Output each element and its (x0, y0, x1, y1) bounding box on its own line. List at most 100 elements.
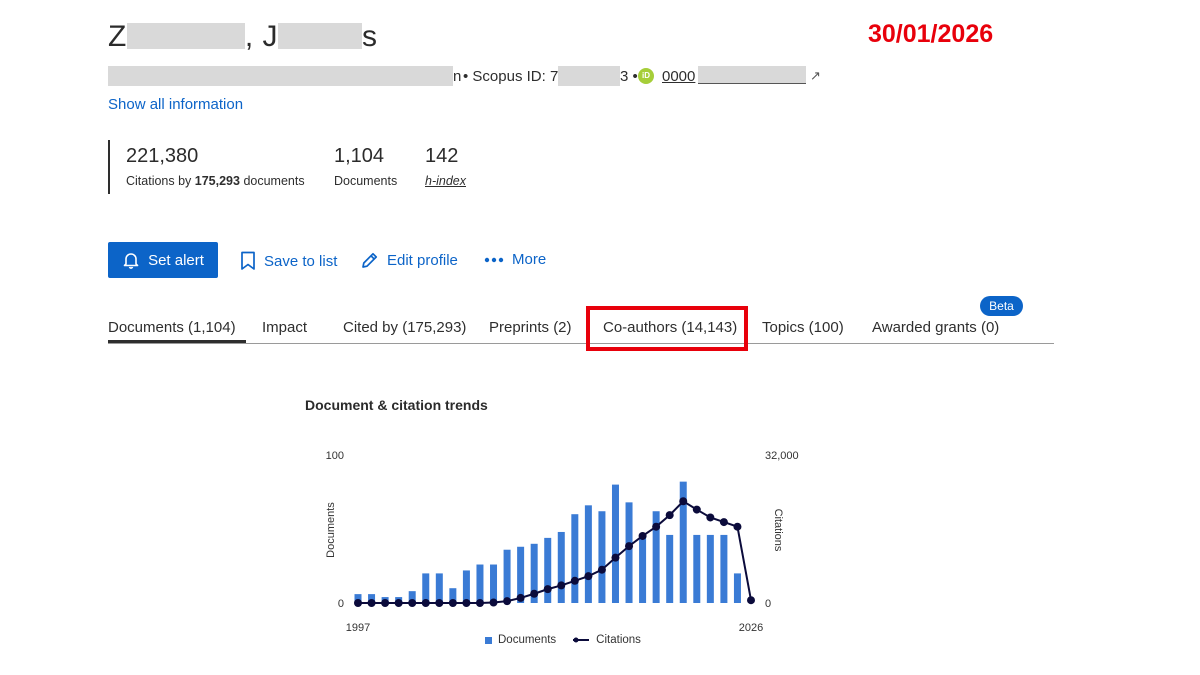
date-stamp: 30/01/2026 (868, 20, 994, 48)
citations-point-2001 (408, 599, 417, 607)
more-dots-icon (484, 257, 504, 262)
chart-title: Document & citation trends (305, 397, 488, 413)
citations-point-2021 (679, 497, 688, 506)
beta-badge: Beta (980, 296, 1023, 316)
citations-point-2013 (570, 576, 579, 585)
author-name-end: s (362, 20, 378, 53)
right-axis-top-tick: 32,000 (765, 450, 799, 462)
citations-point-2025 (733, 522, 742, 531)
citations-point-2003 (435, 599, 444, 607)
redacted-affiliation (108, 66, 453, 86)
author-meta-line: n • Scopus ID: 7 3 • iD 0000 ↗ (108, 66, 828, 86)
documents-bar-2012 (557, 531, 565, 603)
documents-bars (354, 481, 741, 603)
citations-point-2026 (747, 596, 755, 605)
documents-bar-2023 (706, 534, 714, 603)
right-axis-bottom-tick: 0 (765, 598, 771, 610)
documents-bar-2015 (598, 511, 606, 603)
edit-profile-button[interactable]: Edit profile (360, 251, 458, 270)
tab-documents[interactable]: Documents (1,104) (108, 319, 236, 336)
bell-icon (123, 253, 139, 269)
citations-point-2000 (394, 599, 403, 607)
documents-bar-2018 (639, 534, 647, 603)
tab-awarded-grants[interactable]: Awarded grants (0) (872, 319, 1000, 336)
citations-point-2020 (665, 511, 674, 520)
documents-bar-1997 (354, 594, 362, 603)
citations-point-2010 (530, 589, 539, 598)
pencil-icon (362, 252, 378, 268)
documents-bar-2009 (517, 546, 525, 603)
chart-legend: Documents Citations (485, 634, 641, 646)
show-all-information-link[interactable]: Show all information (108, 96, 244, 113)
tab-topics[interactable]: Topics (100) (762, 319, 844, 336)
citations-point-1998 (367, 599, 376, 607)
external-link-icon[interactable]: ↗ (810, 68, 821, 83)
bookmark-icon (241, 251, 255, 270)
documents-bar-2011 (544, 537, 552, 603)
legend-citations-label: Citations (596, 634, 641, 646)
scopus-id-tail: 3 • (620, 68, 638, 85)
left-axis-top-tick: 100 (326, 450, 344, 462)
citations-line (354, 497, 755, 607)
documents-bar-2005 (462, 570, 470, 603)
documents-bar-2007 (490, 564, 498, 603)
citing-documents-count: 175,293 (194, 174, 240, 188)
tab-co-authors[interactable]: Co-authors (14,143) (603, 319, 738, 336)
documents-bar-2003 (435, 573, 443, 603)
redacted-orcid (698, 66, 806, 84)
documents-metric: 1,104 Documents (334, 145, 397, 188)
hindex-value: 142 (425, 145, 459, 167)
documents-bar-2016 (611, 484, 619, 603)
edit-profile-label: Edit profile (387, 252, 458, 269)
scopus-id-label: • Scopus ID: 7 (463, 68, 559, 85)
redacted-block (278, 23, 362, 49)
documents-bar-2014 (584, 505, 592, 603)
tab-preprints[interactable]: Preprints (2) (489, 319, 572, 336)
citations-point-2004 (448, 599, 457, 607)
tab-cited-by[interactable]: Cited by (175,293) (343, 319, 467, 336)
legend-documents-swatch (485, 636, 492, 644)
citations-point-2006 (475, 599, 484, 607)
left-axis-label: Documents (325, 502, 337, 558)
citations-point-2007 (489, 598, 498, 607)
metrics-divider (108, 140, 110, 194)
citations-point-2023 (706, 513, 715, 522)
tab-impact[interactable]: Impact (262, 319, 308, 336)
citations-point-2022 (692, 505, 701, 514)
document-citation-trends-chart: 100 0 32,000 0 Documents Citations 1997 … (325, 450, 799, 634)
citations-metric: 221,380 Citations by 175,293 documents (126, 145, 305, 188)
documents-bar-2019 (652, 511, 660, 603)
citations-polyline (358, 499, 752, 604)
documents-bar-2017 (625, 502, 633, 603)
save-to-list-button[interactable]: Save to list (240, 251, 337, 271)
citations-point-2015 (597, 565, 606, 574)
set-alert-button[interactable]: Set alert (108, 242, 218, 278)
citations-point-2017 (625, 542, 634, 551)
highlight-annotation-box (586, 306, 748, 351)
citations-point-2024 (719, 518, 728, 527)
more-button[interactable]: More (484, 251, 546, 268)
redacted-block (126, 23, 245, 49)
documents-bar-2006 (476, 564, 484, 603)
author-name-start: Z (108, 20, 127, 53)
citations-point-2011 (543, 585, 552, 594)
save-to-list-label: Save to list (264, 252, 338, 270)
hindex-label[interactable]: h-index (425, 174, 466, 188)
citations-point-2009 (516, 593, 525, 602)
documents-bar-2025 (733, 573, 741, 603)
active-tab-indicator (108, 340, 246, 343)
orcid-link[interactable]: 0000 (662, 68, 696, 85)
x-axis-first-tick: 1997 (346, 622, 370, 634)
citations-point-2016 (611, 553, 620, 562)
x-axis-last-tick: 2026 (739, 622, 763, 634)
documents-bar-2004 (449, 588, 457, 603)
hindex-metric[interactable]: 142 h-index (425, 145, 466, 188)
citations-point-2019 (652, 522, 661, 531)
citations-label-pre: Citations by (126, 174, 195, 188)
documents-bar-2024 (720, 534, 728, 603)
author-name: Z , J s (108, 20, 378, 54)
affiliation-tail: n (453, 68, 462, 85)
author-name-mid: , J (244, 20, 278, 53)
documents-bar-2021 (679, 481, 687, 603)
legend-citations-swatch (573, 637, 590, 643)
